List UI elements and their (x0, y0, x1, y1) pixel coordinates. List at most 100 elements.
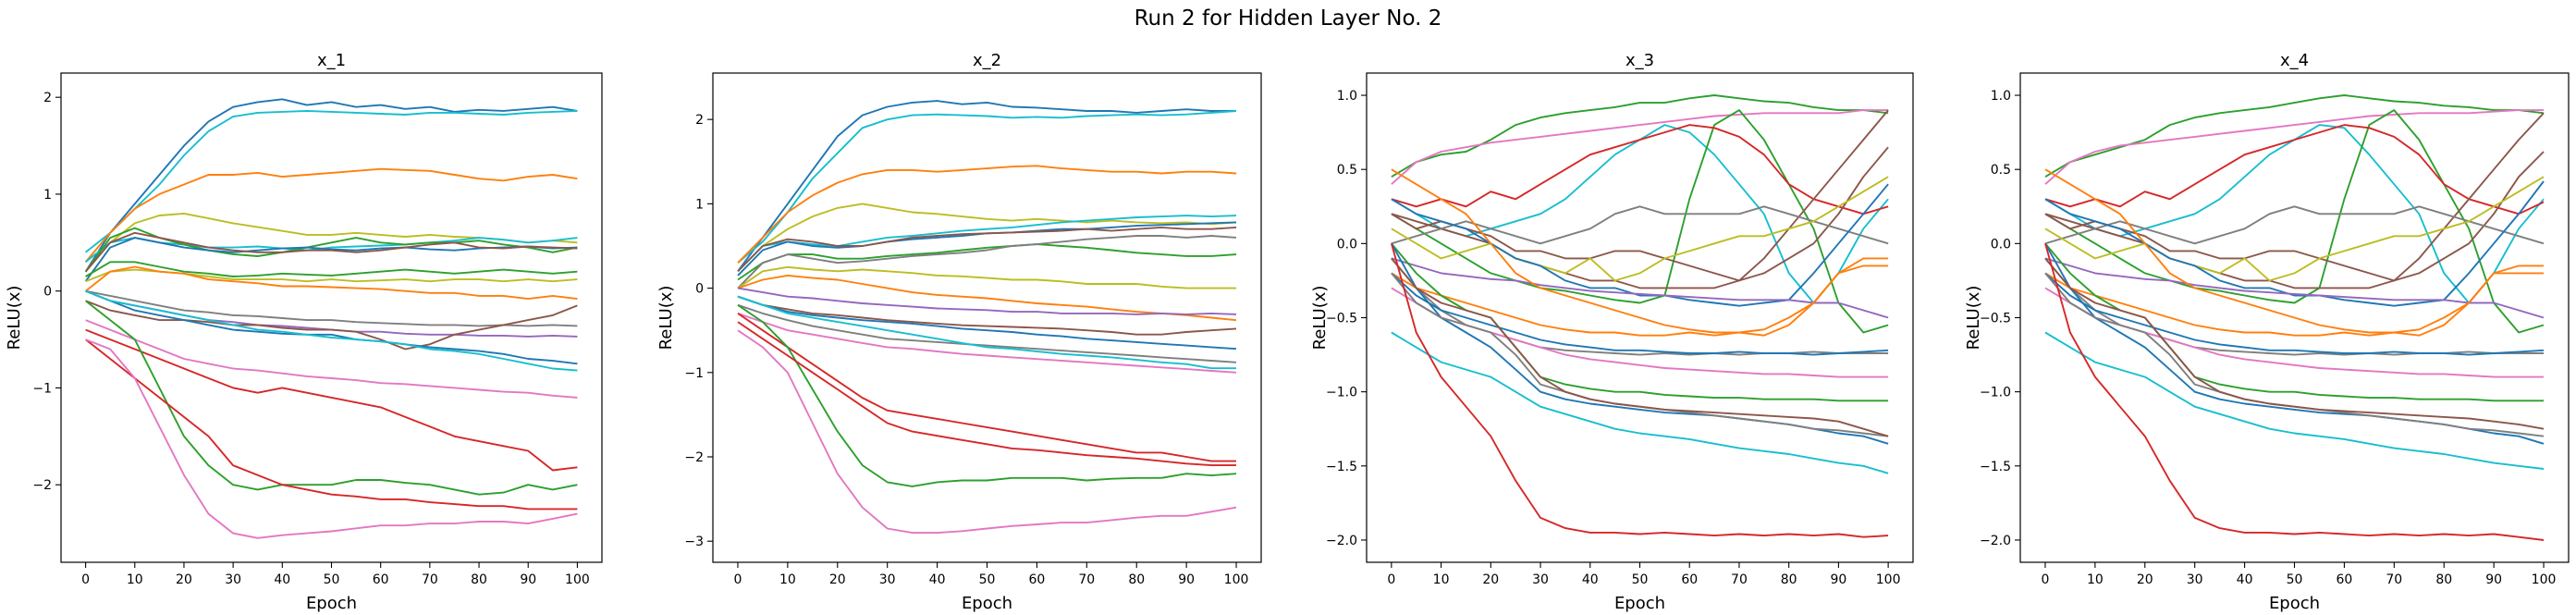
series-line-9 (737, 235, 1237, 289)
series-line-22 (2044, 243, 2545, 541)
y-axis-label: ReLU(x) (656, 286, 676, 351)
subplot-title: x_1 (317, 51, 346, 70)
x-tick-label: 50 (979, 572, 996, 587)
series-line-13 (1391, 264, 1889, 337)
series-line-21 (2044, 257, 2545, 430)
series-line-10 (2044, 180, 2545, 307)
x-tick-label: 30 (1532, 572, 1549, 587)
x-tick-label: 40 (274, 572, 290, 587)
y-tick-label: 0 (695, 282, 704, 297)
y-tick-label: −0.5 (1326, 312, 1357, 326)
x-tick-label: 90 (1830, 572, 1846, 587)
x-axis-label: Epoch (306, 594, 357, 613)
series-line-1 (1391, 94, 1889, 178)
subplot-grid: 0 10 20 30 40 50 60 70 80 90 100210−1−2x_1EpochReL… (5, 51, 2570, 613)
series-line-16 (737, 295, 1236, 370)
y-tick-label: 0.5 (1337, 163, 1357, 178)
x-tick-label: 30 (879, 572, 896, 587)
x-tick-label: 40 (2237, 572, 2253, 587)
series-line-2 (737, 110, 1237, 264)
series-line-9 (85, 261, 578, 277)
y-tick-label: −3 (684, 535, 704, 549)
x-tick-label: 60 (1028, 572, 1045, 587)
x-tick-label: 80 (471, 572, 487, 587)
y-tick-label: 2 (695, 113, 704, 128)
y-tick-label: 1 (43, 188, 52, 203)
series-line-5 (2044, 124, 2545, 215)
figure-suptitle: Run 2 for Hidden Layer No. 2 (1135, 6, 1442, 31)
x-tick-label: 60 (373, 572, 389, 587)
y-tick-label: 0 (43, 285, 52, 300)
series-line-2 (2044, 109, 2544, 185)
x-tick-label: 20 (1482, 572, 1499, 587)
series-line-14 (85, 300, 578, 351)
x-tick-label: 80 (2435, 572, 2452, 587)
x-tick-label: 20 (176, 572, 192, 587)
series-line-16 (85, 289, 578, 372)
series-line-5 (85, 237, 578, 264)
subplot-title: x_2 (973, 51, 1001, 70)
x-tick-label: 20 (829, 572, 846, 587)
series-line-9 (2044, 176, 2545, 282)
x-tick-label: 0 (1387, 572, 1395, 587)
x-tick-label: 50 (324, 572, 340, 587)
y-tick-label: 1.0 (1991, 89, 2011, 104)
x-tick-label: 100 (1224, 572, 1249, 587)
series-line-3 (84, 167, 578, 263)
x-tick-label: 50 (1632, 572, 1649, 587)
series-line-4 (2044, 109, 2545, 334)
x-tick-label: 20 (2137, 572, 2153, 587)
series-line-7 (737, 226, 1237, 272)
series-line-21 (1391, 257, 1889, 437)
series-line-12 (85, 289, 578, 327)
series-line-7 (1391, 146, 1889, 282)
series-line-20 (737, 321, 1236, 467)
series-line-12 (2044, 168, 2544, 337)
series-line-1 (84, 98, 578, 273)
series-line-6 (1391, 109, 1889, 289)
series-line-14 (737, 295, 1237, 351)
series-line-10 (1391, 183, 1889, 307)
subplot-x_3: 0 10 20 30 40 50 60 70 80 90 100 1.0 0.5 0.0 −0.5 −1.0 −… (1310, 51, 1914, 613)
series-line-6 (2044, 112, 2545, 289)
series-line-4 (737, 203, 1237, 272)
x-tick-label: 0 (733, 572, 742, 587)
y-axis-label: ReLU(x) (1310, 286, 1330, 351)
series-line-13 (2044, 272, 2544, 337)
y-tick-label: −1 (684, 366, 704, 381)
y-tick-label: 1 (695, 197, 704, 212)
subplot-title: x_4 (2280, 51, 2309, 70)
x-tick-label: 40 (1582, 572, 1599, 587)
y-tick-label: 2 (43, 91, 52, 105)
x-tick-label: 100 (565, 572, 590, 587)
y-tick-label: 1.0 (1337, 89, 1357, 104)
series-line-12 (737, 287, 1237, 315)
series-line-18 (737, 313, 1236, 462)
subplot-x_2: 0 10 20 30 40 50 60 70 80 90 100210−1−2−3x_2EpochR… (656, 51, 1262, 613)
y-tick-label: −1.5 (1980, 460, 2011, 474)
x-tick-label: 90 (1178, 572, 1195, 587)
series-line-5 (737, 215, 1237, 272)
x-tick-label: 60 (2336, 572, 2352, 587)
y-tick-label: 0.5 (1991, 163, 2011, 178)
series-line-13 (737, 295, 1237, 336)
y-tick-label: −0.5 (1980, 312, 2011, 326)
series-line-15 (1391, 272, 1889, 356)
y-axis-label: ReLU(x) (1964, 286, 1983, 351)
y-axis-label: ReLU(x) (5, 286, 24, 351)
series-line-9 (1391, 176, 1889, 282)
x-tick-label: 80 (1781, 572, 1797, 587)
x-axis-label: Epoch (962, 594, 1012, 613)
series-line-2 (1391, 109, 1889, 185)
series-line-4 (1391, 109, 1889, 334)
y-tick-label: −1.0 (1326, 386, 1357, 400)
x-tick-label: 90 (520, 572, 536, 587)
series-line-11 (1391, 257, 1889, 319)
y-tick-label: −2.0 (1326, 534, 1357, 548)
y-tick-label: −1.0 (1980, 386, 2011, 400)
series-line-1 (737, 100, 1236, 272)
series-line-8 (737, 243, 1237, 281)
x-tick-label: 10 (1433, 572, 1450, 587)
